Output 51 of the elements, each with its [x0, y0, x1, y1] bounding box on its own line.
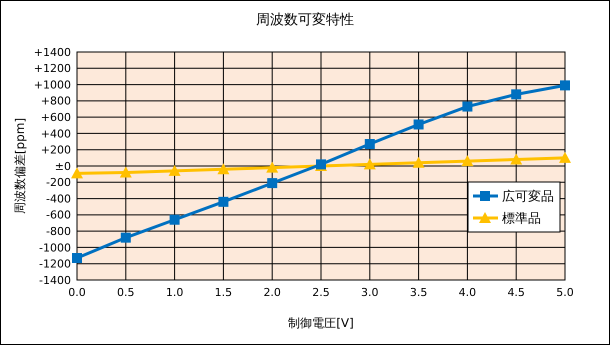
point — [414, 119, 424, 130]
x-tick-label: 0.5 — [117, 286, 135, 299]
point — [120, 166, 132, 178]
y-tick-label: -800 — [46, 224, 71, 238]
point — [560, 80, 570, 90]
point — [511, 89, 522, 100]
x-axis-title: 制御電圧[V] — [288, 316, 354, 330]
point — [412, 156, 425, 168]
point — [71, 167, 83, 178]
point — [559, 152, 571, 163]
y-tick-label: -1400 — [39, 274, 71, 287]
y-tick-label: -1000 — [39, 241, 71, 254]
y-tick-label: +600 — [40, 110, 71, 124]
point — [462, 102, 472, 112]
y-tick-label: +1400 — [34, 46, 71, 59]
y-tick-label: +1000 — [34, 78, 71, 92]
point — [266, 162, 278, 173]
point — [72, 253, 82, 264]
point — [217, 163, 230, 174]
point — [218, 196, 228, 207]
legend-label: 広可変品 — [502, 188, 554, 205]
point — [170, 214, 180, 225]
point — [364, 139, 375, 150]
y-tick-label: -600 — [46, 208, 71, 222]
point — [120, 232, 131, 243]
point — [461, 155, 474, 166]
y-tick-label: +1200 — [34, 62, 71, 76]
y-tick-label: -1200 — [39, 258, 71, 271]
point — [364, 158, 376, 170]
y-axis-title: 周波数偏差[ppm] — [13, 118, 27, 214]
y-tick-label: +800 — [40, 94, 71, 108]
x-tick-label: 1.0 — [166, 286, 184, 299]
y-tick-label: -200 — [46, 176, 71, 190]
x-tick-label: 0.0 — [68, 286, 86, 299]
x-tick-label: 2.0 — [263, 286, 281, 299]
x-tick-label: 3.5 — [410, 286, 428, 299]
x-tick-label: 4.0 — [458, 286, 476, 299]
point — [168, 164, 181, 176]
x-tick-label: 3.0 — [361, 286, 379, 299]
x-tick-label: 1.5 — [214, 286, 232, 299]
y-tick-label: ±0 — [54, 160, 71, 173]
y-tick-label: -400 — [46, 192, 71, 206]
x-tick-label: 5.0 — [556, 286, 574, 299]
x-tick-label: 4.5 — [507, 286, 525, 299]
point — [510, 153, 522, 164]
chart-title: 周波数可変特性 — [256, 12, 354, 28]
y-tick-label: +200 — [40, 144, 71, 157]
legend-label: 標準品 — [502, 212, 541, 227]
y-tick-label: +400 — [40, 127, 71, 140]
x-tick-label: 2.5 — [312, 286, 330, 299]
point — [267, 178, 278, 188]
